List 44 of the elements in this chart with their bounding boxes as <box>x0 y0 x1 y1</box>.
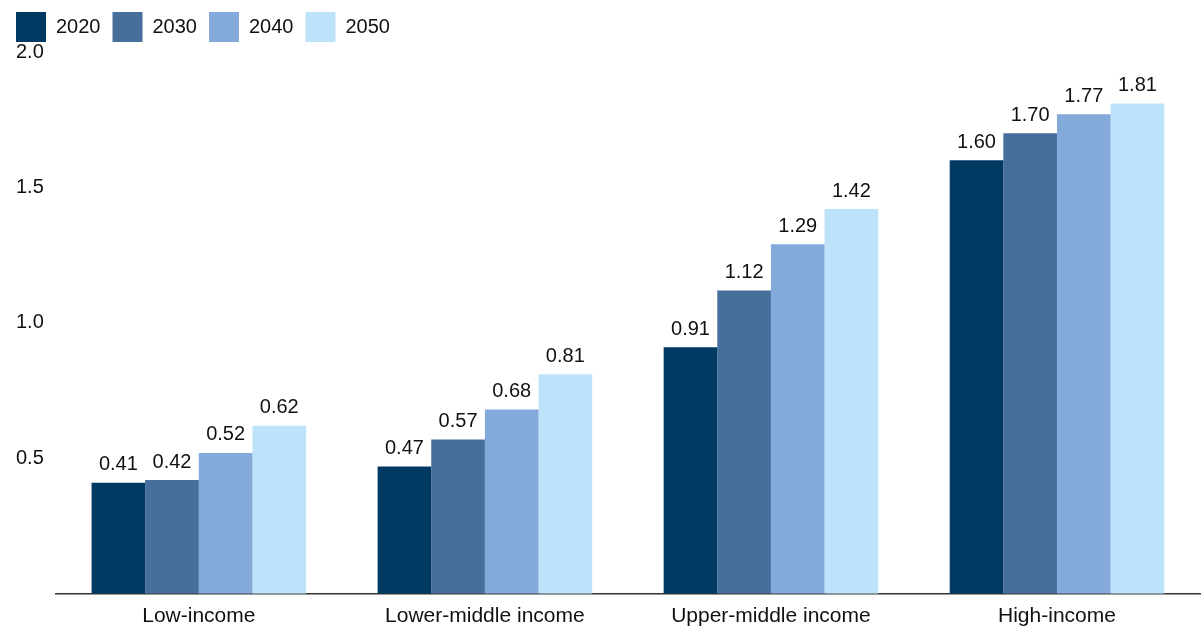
bar <box>252 425 307 594</box>
data-label: 1.42 <box>831 178 871 201</box>
data-label: 1.70 <box>1010 102 1050 125</box>
data-label: 1.81 <box>1117 72 1157 95</box>
data-label: 1.60 <box>957 129 996 152</box>
bar <box>663 347 718 594</box>
bar <box>431 439 485 594</box>
bar <box>538 374 593 594</box>
bar <box>198 452 253 594</box>
data-label: 0.81 <box>545 343 585 366</box>
data-label: 1.29 <box>778 213 818 236</box>
data-label: 0.52 <box>206 422 246 445</box>
bar <box>824 209 879 594</box>
bar <box>484 409 539 594</box>
y-tick-label: 2.0 <box>15 39 44 62</box>
x-tick-label: High-income <box>998 603 1116 627</box>
y-tick-label: 1.5 <box>15 174 44 197</box>
data-label: 0.57 <box>438 408 478 431</box>
y-tick-label: 0.5 <box>15 445 44 468</box>
data-label: 0.41 <box>98 452 138 475</box>
bar <box>770 244 825 594</box>
bar <box>717 290 771 594</box>
data-label: 0.68 <box>492 379 532 402</box>
legend-label: 2020 <box>56 14 101 37</box>
data-label: 0.62 <box>259 395 299 418</box>
x-tick-label: Low-income <box>142 603 256 627</box>
y-tick-label: 1.0 <box>15 310 44 333</box>
data-label: 0.42 <box>152 449 192 472</box>
bar <box>91 482 146 594</box>
bar <box>1110 103 1165 594</box>
bar <box>949 160 1004 594</box>
bar <box>377 466 432 594</box>
bar <box>1003 133 1057 594</box>
legend-label: 2030 <box>152 14 197 37</box>
legend-label: 2050 <box>345 14 390 37</box>
bar <box>1056 114 1111 594</box>
data-label: 1.12 <box>724 259 764 282</box>
bar <box>145 480 199 594</box>
legend-label: 2040 <box>248 14 294 37</box>
x-tick-label: Upper-middle income <box>671 603 871 627</box>
data-label: 1.77 <box>1064 83 1104 106</box>
data-label: 0.47 <box>384 435 424 458</box>
data-label: 0.91 <box>671 316 710 339</box>
x-tick-label: Lower-middle income <box>385 603 585 627</box>
